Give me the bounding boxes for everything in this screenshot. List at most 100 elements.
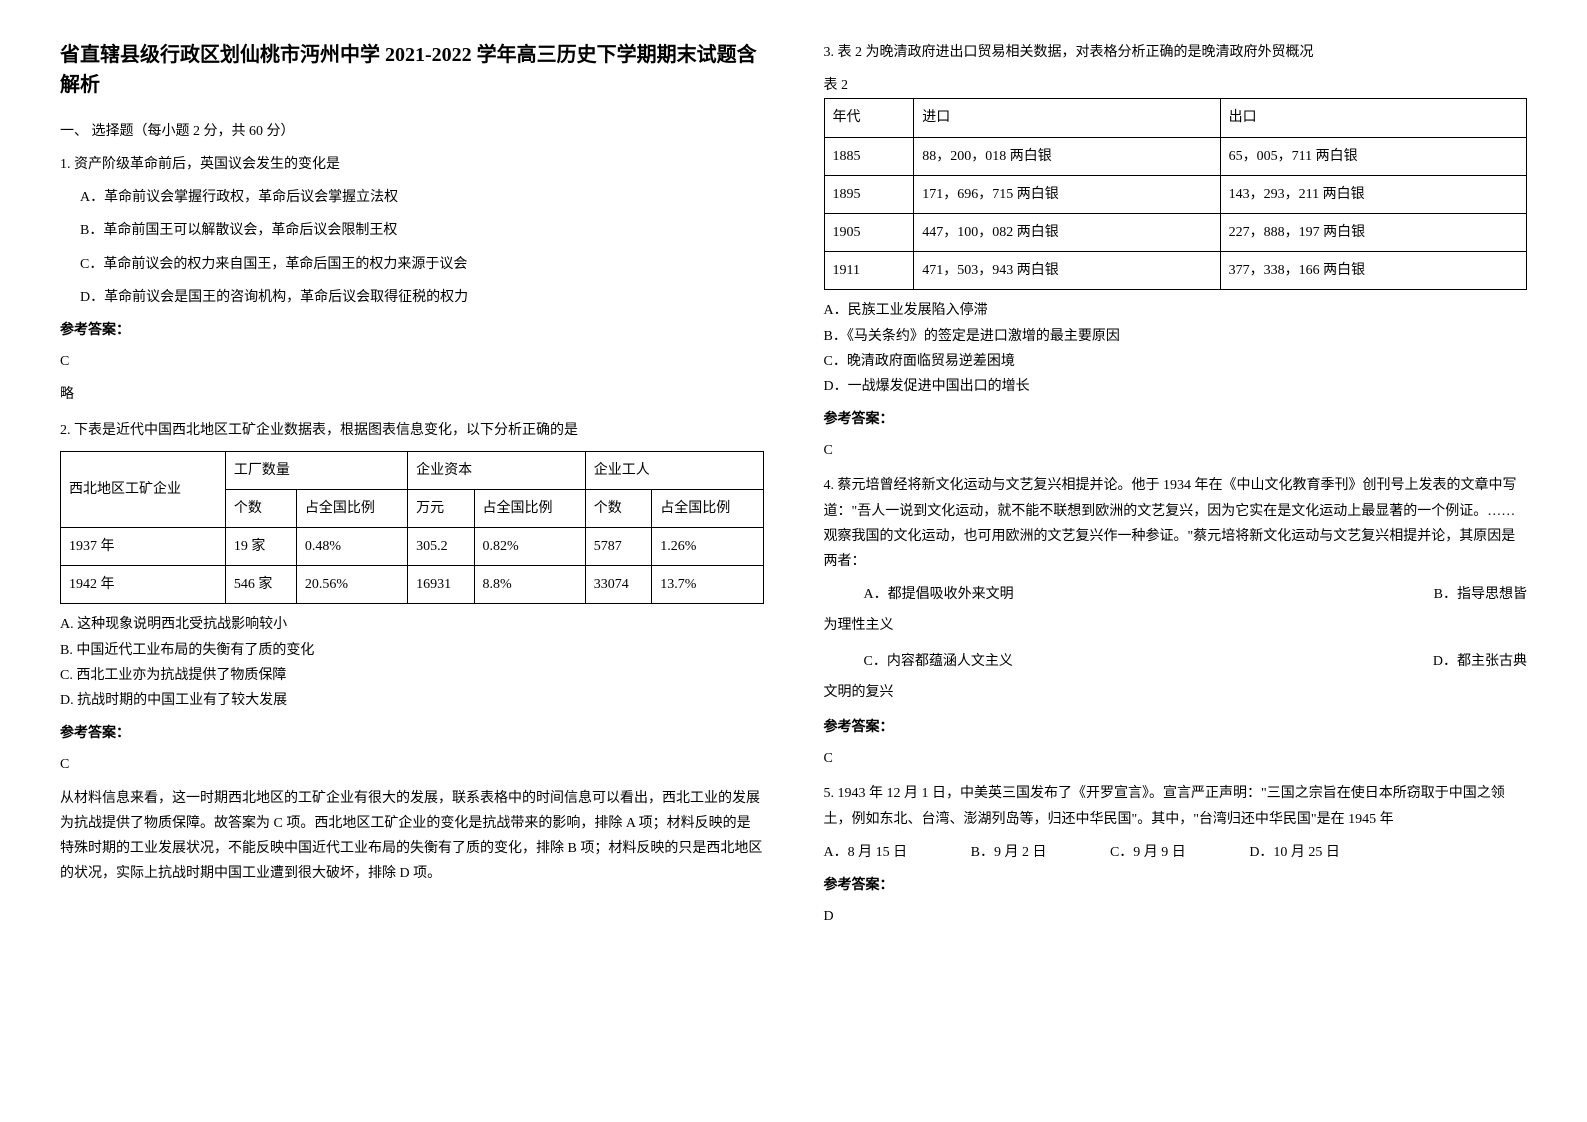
table-cell: 进口 (914, 99, 1220, 137)
table-cell: 个数 (585, 489, 651, 527)
q4-answer-label: 参考答案： (824, 715, 1528, 740)
table-cell: 19 家 (225, 528, 296, 566)
table-cell: 227，888，197 两白银 (1220, 213, 1526, 251)
table-cell: 143，293，211 两白银 (1220, 175, 1526, 213)
q3-option-c: C．晚清政府面临贸易逆差困境 (824, 349, 1528, 374)
q5-option-c: C．9 月 9 日 (1110, 840, 1186, 865)
q2-answer-label: 参考答案： (60, 721, 764, 746)
q2-option-b: B. 中国近代工业布局的失衡有了质的变化 (60, 638, 764, 663)
table-cell: 西北地区工矿企业 (61, 451, 226, 527)
table-cell: 占全国比例 (652, 489, 763, 527)
table-row: 1895 171，696，715 两白银 143，293，211 两白银 (824, 175, 1527, 213)
q4-option-a: A．都提倡吸收外来文明 (824, 582, 1014, 607)
table-cell: 1937 年 (61, 528, 226, 566)
q2-answer: C (60, 752, 764, 777)
table-cell: 出口 (1220, 99, 1526, 137)
q4-option-d-cont: 文明的复兴 (824, 680, 1528, 705)
table-cell: 377，338，166 两白银 (1220, 252, 1526, 290)
q1-option-c: C．革命前议会的权力来自国王，革命后国王的权力来源于议会 (60, 252, 764, 277)
q3-option-a: A．民族工业发展陷入停滞 (824, 298, 1528, 323)
q1-option-b: B．革命前国王可以解散议会，革命后议会限制王权 (60, 218, 764, 243)
table-cell: 工厂数量 (225, 451, 407, 489)
table-row: 1885 88，200，018 两白银 65，005，711 两白银 (824, 137, 1527, 175)
table-cell: 0.82% (474, 528, 585, 566)
q4-option-b-cont: 为理性主义 (824, 613, 1528, 638)
document-title: 省直辖县级行政区划仙桃市沔州中学 2021-2022 学年高三历史下学期期末试题… (60, 40, 764, 100)
question-5: 5. 1943 年 12 月 1 日，中美英三国发布了《开罗宣言》。宣言严正声明… (824, 781, 1528, 929)
q3-option-b: B．《马关条约》的签定是进口激增的最主要原因 (824, 324, 1528, 349)
table-cell: 1895 (824, 175, 914, 213)
q5-answer: D (824, 904, 1528, 929)
table-cell: 65，005，711 两白银 (1220, 137, 1526, 175)
table-cell: 88，200，018 两白银 (914, 137, 1220, 175)
table-cell: 33074 (585, 566, 651, 604)
table-cell: 1905 (824, 213, 914, 251)
q1-explanation: 略 (60, 382, 764, 407)
question-3: 3. 表 2 为晚清政府进出口贸易相关数据，对表格分析正确的是晚清政府外贸概况 … (824, 40, 1528, 463)
q3-answer: C (824, 438, 1528, 463)
q5-option-b: B．9 月 2 日 (971, 840, 1047, 865)
q5-option-a: A．8 月 15 日 (824, 840, 908, 865)
q5-answer-label: 参考答案： (824, 873, 1528, 898)
table-cell: 20.56% (296, 566, 407, 604)
table-row: 1911 471，503，943 两白银 377，338，166 两白银 (824, 252, 1527, 290)
table-cell: 5787 (585, 528, 651, 566)
q2-text: 2. 下表是近代中国西北地区工矿企业数据表，根据图表信息变化，以下分析正确的是 (60, 418, 764, 443)
table-cell: 305.2 (408, 528, 474, 566)
table-cell: 447，100，082 两白银 (914, 213, 1220, 251)
q2-option-d: D. 抗战时期的中国工业有了较大发展 (60, 688, 764, 713)
q1-option-d: D．革命前议会是国王的咨询机构，革命后议会取得征税的权力 (60, 285, 764, 310)
table-cell: 1942 年 (61, 566, 226, 604)
question-2: 2. 下表是近代中国西北地区工矿企业数据表，根据图表信息变化，以下分析正确的是 … (60, 418, 764, 887)
question-4: 4. 蔡元培曾经将新文化运动与文艺复兴相提并论。他于 1934 年在《中山文化教… (824, 473, 1528, 771)
table-cell: 546 家 (225, 566, 296, 604)
table-cell: 471，503，943 两白银 (914, 252, 1220, 290)
table-cell: 1.26% (652, 528, 763, 566)
table-cell: 企业资本 (408, 451, 586, 489)
table-cell: 8.8% (474, 566, 585, 604)
q1-answer: C (60, 349, 764, 374)
table-cell: 年代 (824, 99, 914, 137)
table-cell: 个数 (225, 489, 296, 527)
q3-table: 年代 进口 出口 1885 88，200，018 两白银 65，005，711 … (824, 98, 1528, 290)
q2-option-c: C. 西北工业亦为抗战提供了物质保障 (60, 663, 764, 688)
q1-answer-label: 参考答案： (60, 318, 764, 343)
q4-option-b: B．指导思想皆 (1434, 582, 1527, 607)
table-cell: 万元 (408, 489, 474, 527)
q4-text: 4. 蔡元培曾经将新文化运动与文艺复兴相提并论。他于 1934 年在《中山文化教… (824, 473, 1528, 574)
q3-text: 3. 表 2 为晚清政府进出口贸易相关数据，对表格分析正确的是晚清政府外贸概况 (824, 40, 1528, 65)
q1-option-a: A．革命前议会掌握行政权，革命后议会掌握立法权 (60, 185, 764, 210)
table-row: 1942 年 546 家 20.56% 16931 8.8% 33074 13.… (61, 566, 764, 604)
q3-answer-label: 参考答案： (824, 407, 1528, 432)
q4-option-c: C．内容都蕴涵人文主义 (824, 649, 1013, 674)
table-row: 1905 447，100，082 两白银 227，888，197 两白银 (824, 213, 1527, 251)
table-row: 1937 年 19 家 0.48% 305.2 0.82% 5787 1.26% (61, 528, 764, 566)
table-cell: 171，696，715 两白银 (914, 175, 1220, 213)
table-cell: 占全国比例 (474, 489, 585, 527)
right-column: 3. 表 2 为晚清政府进出口贸易相关数据，对表格分析正确的是晚清政府外贸概况 … (824, 40, 1528, 939)
q4-row-ab: A．都提倡吸收外来文明 B．指导思想皆 (824, 582, 1528, 607)
q2-option-a: A. 这种现象说明西北受抗战影响较小 (60, 612, 764, 637)
table-cell: 16931 (408, 566, 474, 604)
left-column: 省直辖县级行政区划仙桃市沔州中学 2021-2022 学年高三历史下学期期末试题… (60, 40, 764, 939)
table-cell: 企业工人 (585, 451, 763, 489)
q3-option-d: D．一战爆发促进中国出口的增长 (824, 374, 1528, 399)
q3-table-label: 表 2 (824, 73, 1528, 98)
q4-option-d: D．都主张古典 (1433, 649, 1527, 674)
q5-option-d: D．10 月 25 日 (1249, 840, 1340, 865)
table-cell: 0.48% (296, 528, 407, 566)
table-cell: 1911 (824, 252, 914, 290)
q4-answer: C (824, 746, 1528, 771)
q5-options-row: A．8 月 15 日 B．9 月 2 日 C．9 月 9 日 D．10 月 25… (824, 840, 1528, 865)
q1-text: 1. 资产阶级革命前后，英国议会发生的变化是 (60, 152, 764, 177)
q2-table: 西北地区工矿企业 工厂数量 企业资本 企业工人 个数 占全国比例 万元 占全国比… (60, 451, 764, 605)
section-heading: 一、 选择题（每小题 2 分，共 60 分） (60, 120, 764, 140)
q2-explanation: 从材料信息来看，这一时期西北地区的工矿企业有很大的发展，联系表格中的时间信息可以… (60, 786, 764, 887)
question-1: 1. 资产阶级革命前后，英国议会发生的变化是 A．革命前议会掌握行政权，革命后议… (60, 152, 764, 408)
table-cell: 占全国比例 (296, 489, 407, 527)
table-row: 西北地区工矿企业 工厂数量 企业资本 企业工人 (61, 451, 764, 489)
q4-row-cd: C．内容都蕴涵人文主义 D．都主张古典 (824, 649, 1528, 674)
table-cell: 13.7% (652, 566, 763, 604)
table-cell: 1885 (824, 137, 914, 175)
table-row: 年代 进口 出口 (824, 99, 1527, 137)
